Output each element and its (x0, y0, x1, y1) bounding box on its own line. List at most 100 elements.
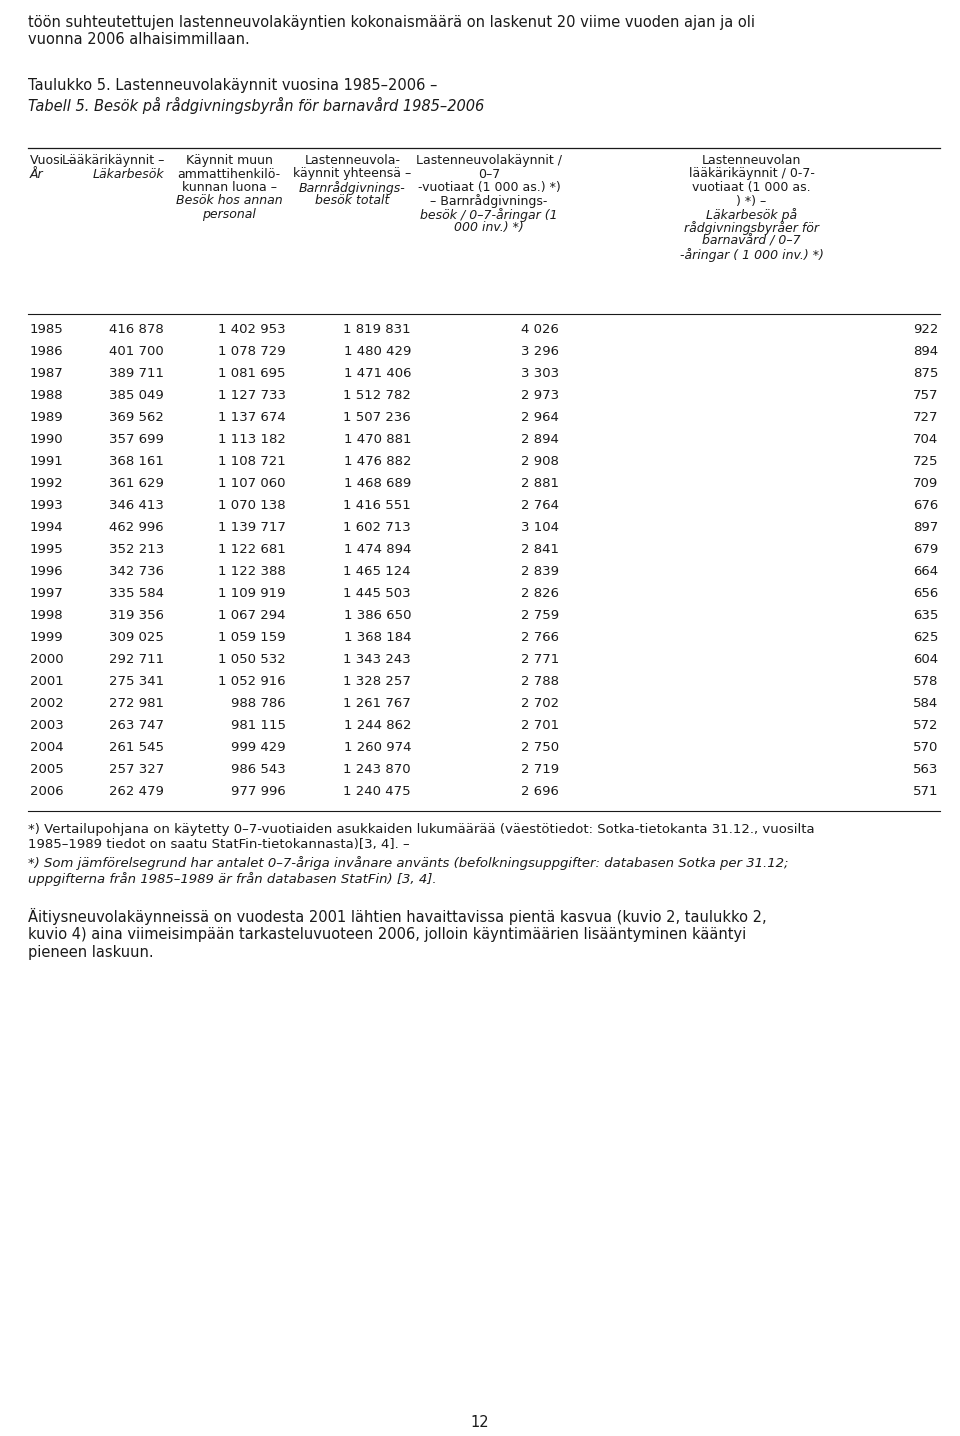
Text: 875: 875 (913, 368, 938, 381)
Text: töön suhteutettujen lastenneuvolakäyntien kokonaismäärä on laskenut 20 viime vuo: töön suhteutettujen lastenneuvolakäyntie… (28, 14, 755, 47)
Text: rådgivningsbyråer för: rådgivningsbyråer för (684, 221, 819, 236)
Text: 1 243 870: 1 243 870 (344, 763, 411, 775)
Text: lääkärikäynnit / 0-7-: lääkärikäynnit / 0-7- (688, 168, 814, 181)
Text: 578: 578 (913, 675, 938, 688)
Text: 3 296: 3 296 (521, 345, 559, 358)
Text: 2 771: 2 771 (520, 653, 559, 666)
Text: 2 964: 2 964 (521, 411, 559, 424)
Text: 635: 635 (913, 609, 938, 622)
Text: 1 137 674: 1 137 674 (218, 411, 286, 424)
Text: 1 465 124: 1 465 124 (344, 564, 411, 579)
Text: 1 386 650: 1 386 650 (344, 609, 411, 622)
Text: käynnit yhteensä –: käynnit yhteensä – (294, 168, 412, 181)
Text: Taulukko 5. Lastenneuvolakäynnit vuosina 1985–2006 –: Taulukko 5. Lastenneuvolakäynnit vuosina… (28, 78, 438, 93)
Text: 1 471 406: 1 471 406 (344, 368, 411, 381)
Text: 1987: 1987 (30, 368, 63, 381)
Text: 2006: 2006 (30, 785, 63, 798)
Text: Läkarbesök på: Läkarbesök på (706, 208, 797, 223)
Text: 1 139 717: 1 139 717 (218, 521, 286, 534)
Text: 342 736: 342 736 (109, 564, 164, 579)
Text: 1997: 1997 (30, 587, 63, 600)
Text: 656: 656 (913, 587, 938, 600)
Text: 1 122 388: 1 122 388 (218, 564, 286, 579)
Text: 897: 897 (913, 521, 938, 534)
Text: 385 049: 385 049 (109, 389, 164, 402)
Text: 1 070 138: 1 070 138 (218, 498, 286, 513)
Text: 319 356: 319 356 (109, 609, 164, 622)
Text: 1 602 713: 1 602 713 (344, 521, 411, 534)
Text: 1 402 953: 1 402 953 (218, 323, 286, 336)
Text: 1 416 551: 1 416 551 (344, 498, 411, 513)
Text: 604: 604 (913, 653, 938, 666)
Text: 1 512 782: 1 512 782 (343, 389, 411, 402)
Text: 1 050 532: 1 050 532 (218, 653, 286, 666)
Text: 261 545: 261 545 (109, 741, 164, 754)
Text: 263 747: 263 747 (109, 719, 164, 732)
Text: 584: 584 (913, 696, 938, 709)
Text: 2 841: 2 841 (521, 543, 559, 556)
Text: 2000: 2000 (30, 653, 63, 666)
Text: 335 584: 335 584 (109, 587, 164, 600)
Text: 709: 709 (913, 477, 938, 490)
Text: 679: 679 (913, 543, 938, 556)
Text: 1 260 974: 1 260 974 (344, 741, 411, 754)
Text: 3 303: 3 303 (521, 368, 559, 381)
Text: 2 766: 2 766 (521, 630, 559, 643)
Text: 1993: 1993 (30, 498, 63, 513)
Text: 1999: 1999 (30, 630, 63, 643)
Text: 12: 12 (470, 1414, 490, 1430)
Text: 1990: 1990 (30, 434, 63, 447)
Text: 570: 570 (913, 741, 938, 754)
Text: 2 894: 2 894 (521, 434, 559, 447)
Text: 1 476 882: 1 476 882 (344, 455, 411, 468)
Text: 1 445 503: 1 445 503 (344, 587, 411, 600)
Text: År: År (30, 168, 43, 181)
Text: 309 025: 309 025 (109, 630, 164, 643)
Text: 1992: 1992 (30, 477, 63, 490)
Text: -vuotiaat (1 000 as.) *): -vuotiaat (1 000 as.) *) (418, 181, 561, 194)
Text: 1996: 1996 (30, 564, 63, 579)
Text: 272 981: 272 981 (109, 696, 164, 709)
Text: 361 629: 361 629 (109, 477, 164, 490)
Text: 1986: 1986 (30, 345, 63, 358)
Text: 4 026: 4 026 (521, 323, 559, 336)
Text: 1 474 894: 1 474 894 (344, 543, 411, 556)
Text: 3 104: 3 104 (521, 521, 559, 534)
Text: 2 881: 2 881 (521, 477, 559, 490)
Text: 704: 704 (913, 434, 938, 447)
Text: 416 878: 416 878 (109, 323, 164, 336)
Text: 1 507 236: 1 507 236 (344, 411, 411, 424)
Text: 1998: 1998 (30, 609, 63, 622)
Text: 981 115: 981 115 (231, 719, 286, 732)
Text: 1995: 1995 (30, 543, 63, 556)
Text: 262 479: 262 479 (109, 785, 164, 798)
Text: 625: 625 (913, 630, 938, 643)
Text: 1994: 1994 (30, 521, 63, 534)
Text: vuotiaat (1 000 as.: vuotiaat (1 000 as. (692, 181, 811, 194)
Text: 0–7: 0–7 (478, 168, 500, 181)
Text: barnavård / 0–7: barnavård / 0–7 (702, 236, 801, 248)
Text: *) Som jämförelsegrund har antalet 0–7-åriga invånare använts (befolkningsuppgif: *) Som jämförelsegrund har antalet 0–7-å… (28, 856, 788, 886)
Text: 462 996: 462 996 (109, 521, 164, 534)
Text: 2003: 2003 (30, 719, 63, 732)
Text: 1 113 182: 1 113 182 (218, 434, 286, 447)
Text: kunnan luona –: kunnan luona – (181, 181, 276, 194)
Text: 1 059 159: 1 059 159 (218, 630, 286, 643)
Text: 1985: 1985 (30, 323, 63, 336)
Text: *) Vertailupohjana on käytetty 0–7-vuotiaiden asukkaiden lukumäärää (väestötiedo: *) Vertailupohjana on käytetty 0–7-vuoti… (28, 823, 815, 852)
Text: 1 122 681: 1 122 681 (218, 543, 286, 556)
Text: 2 788: 2 788 (521, 675, 559, 688)
Text: Lastenneuvolakäynnit /: Lastenneuvolakäynnit / (416, 154, 562, 167)
Text: besök / 0–7-åringar (1: besök / 0–7-åringar (1 (420, 208, 558, 223)
Text: 572: 572 (913, 719, 938, 732)
Text: 999 429: 999 429 (231, 741, 286, 754)
Text: 2001: 2001 (30, 675, 63, 688)
Text: 2 750: 2 750 (521, 741, 559, 754)
Text: 664: 664 (913, 564, 938, 579)
Text: besök totalt: besök totalt (315, 194, 390, 207)
Text: 257 327: 257 327 (108, 763, 164, 775)
Text: 2 759: 2 759 (521, 609, 559, 622)
Text: 000 inv.) *): 000 inv.) *) (454, 221, 524, 234)
Text: 1989: 1989 (30, 411, 63, 424)
Text: 676: 676 (913, 498, 938, 513)
